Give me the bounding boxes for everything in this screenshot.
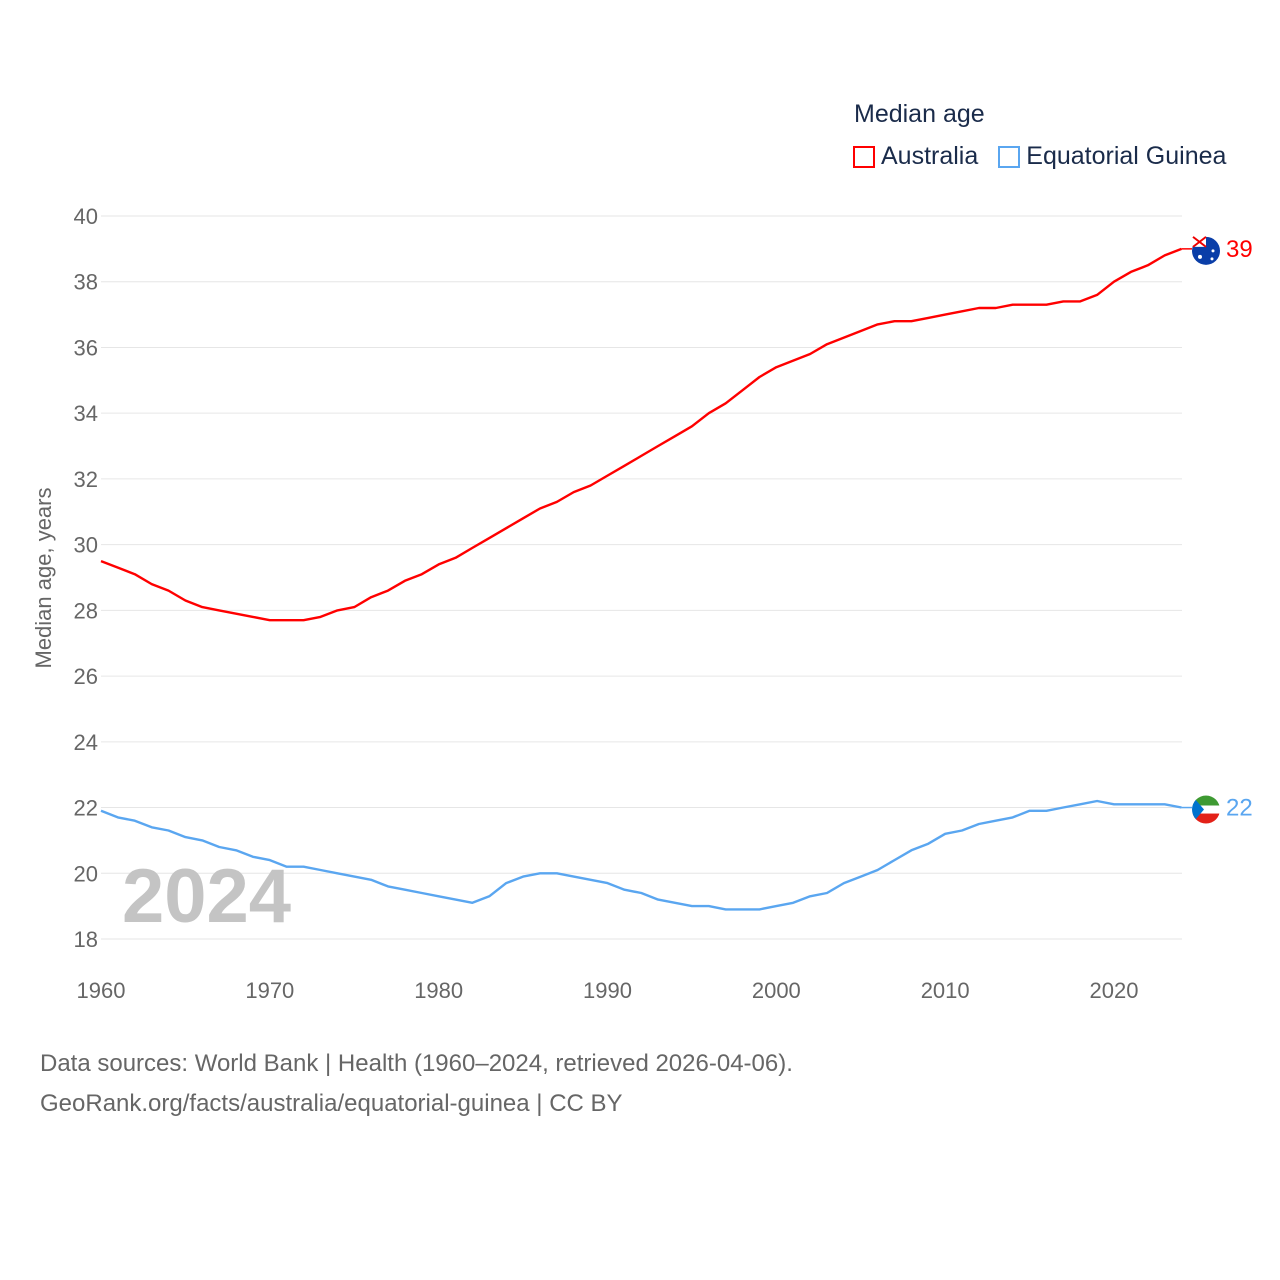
y-axis-label: Median age, years: [31, 488, 56, 669]
legend-label: Equatorial Guinea: [1026, 142, 1227, 170]
source-link[interactable]: GeoRank.org/facts/australia/equatorial-g…: [40, 1090, 623, 1117]
legend-swatch: [853, 145, 875, 168]
x-tick-label: 1990: [583, 978, 632, 1003]
series-line-equatorial-guinea[interactable]: [100, 799, 1182, 911]
legend-title: Median age: [854, 100, 985, 128]
y-tick-label: 18: [74, 927, 98, 952]
x-tick-label: 1980: [414, 978, 463, 1003]
legend-label: Australia: [881, 142, 979, 170]
y-tick-label: 40: [74, 204, 98, 229]
end-value-label: 22: [1226, 795, 1253, 822]
y-tick-label: 38: [74, 270, 98, 295]
footer: Data sources: World Bank | Health (1960–…: [40, 1044, 793, 1124]
x-tick-label: 2020: [1090, 978, 1139, 1003]
y-tick-label: 30: [74, 533, 98, 558]
x-tick-label: 2000: [752, 978, 801, 1003]
year-watermark: 2024: [122, 854, 291, 939]
y-tick-label: 28: [74, 598, 98, 623]
equatorial-guinea-flag-icon: [1192, 795, 1220, 824]
x-tick-label: 1970: [245, 978, 294, 1003]
y-tick-label: 26: [74, 664, 98, 689]
y-tick-label: 32: [74, 467, 98, 492]
y-tick-label: 34: [74, 401, 98, 426]
legend-item-equatorial-guinea[interactable]: Equatorial Guinea: [998, 142, 1226, 171]
australia-flag-icon: [1192, 236, 1220, 265]
series-line-australia[interactable]: [100, 247, 1182, 622]
x-tick-label: 1960: [77, 978, 126, 1003]
legend: Australia Equatorial Guinea: [853, 142, 1226, 171]
y-tick-label: 22: [74, 796, 98, 821]
x-tick-label: 2010: [921, 978, 970, 1003]
y-tick-label: 20: [74, 861, 98, 886]
legend-item-australia[interactable]: Australia: [853, 142, 978, 171]
y-tick-label: 24: [74, 730, 98, 755]
data-sources: Data sources: World Bank | Health (1960–…: [40, 1050, 793, 1077]
end-value-label: 39: [1226, 236, 1253, 263]
y-tick-label: 36: [74, 335, 98, 360]
legend-swatch: [998, 145, 1021, 168]
